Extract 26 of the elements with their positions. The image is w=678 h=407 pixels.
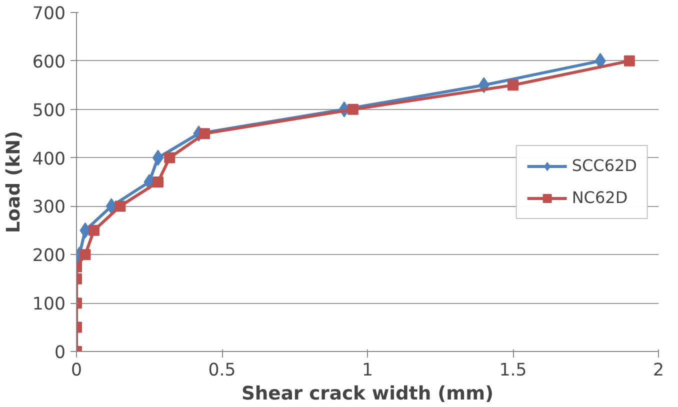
point [624, 55, 635, 66]
x-tick-label: 0.5 [208, 360, 236, 380]
x-tick-label: 2 [652, 360, 664, 380]
y-tick-label: 400 [32, 149, 66, 170]
y-tick-label: 700 [32, 4, 66, 24]
point [199, 128, 210, 140]
y-tick-label: 300 [32, 198, 66, 218]
x-tick-label: 1 [362, 360, 374, 380]
point [80, 249, 91, 260]
point [164, 152, 176, 164]
y-tick-label: 0 [54, 343, 66, 363]
legend-label: SCC62D [572, 156, 637, 175]
y-axis-title: Load (kN) [3, 130, 24, 234]
y-tick-label: 200 [32, 246, 66, 266]
point [508, 80, 518, 91]
x-tick-label: 0 [70, 360, 82, 380]
legend-label: NC62D [572, 188, 628, 207]
point [152, 176, 164, 188]
x-tick-label: 1.5 [499, 360, 527, 380]
point [347, 104, 358, 115]
y-tick-label: 600 [32, 52, 66, 72]
point [88, 224, 100, 236]
y-tick-label: 100 [32, 294, 66, 315]
point [114, 200, 126, 212]
x-axis-title: Shear crack width (mm) [241, 384, 494, 404]
y-tick-label: 500 [32, 100, 66, 121]
